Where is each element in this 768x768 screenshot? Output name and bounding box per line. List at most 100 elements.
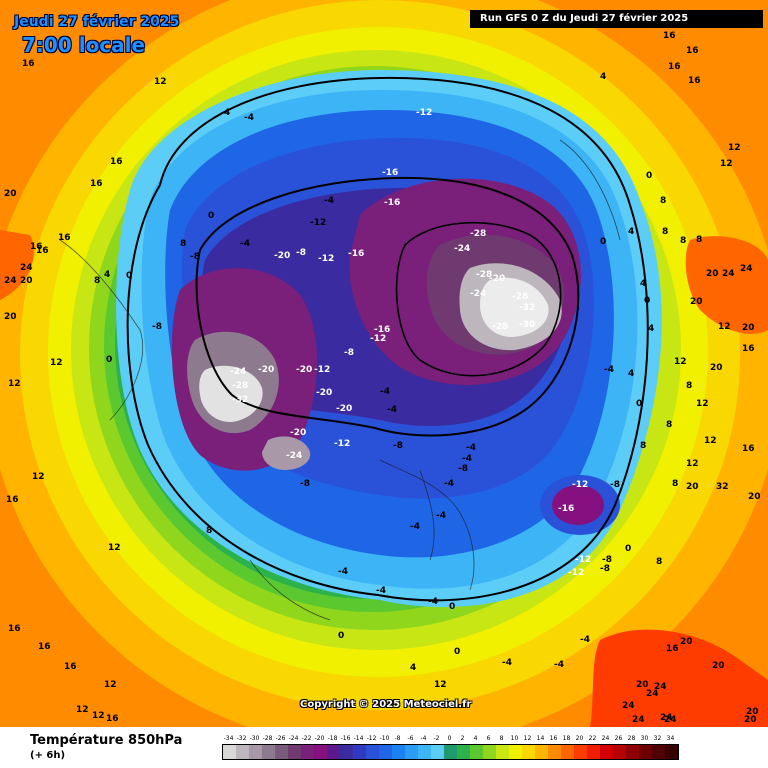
- legend-tick-label: 4: [473, 735, 478, 742]
- isotherm-label: 0: [454, 647, 461, 657]
- legend-tick-label: 10: [510, 735, 519, 742]
- legend-swatch: [392, 745, 405, 759]
- isotherm-label: -16: [384, 198, 401, 208]
- isotherm-label: 0: [600, 237, 607, 247]
- legend-tick-label: 30: [640, 735, 649, 742]
- legend-swatch: [223, 745, 236, 759]
- isotherm-label: 24: [622, 701, 635, 711]
- isotherm-label: -4: [324, 196, 334, 206]
- legend-tick-label: 20: [575, 735, 584, 742]
- isotherm-label: 12: [686, 459, 699, 469]
- isotherm-label: 24: [740, 264, 753, 274]
- legend-tick-label: -12: [366, 735, 377, 742]
- legend-swatch: [379, 745, 392, 759]
- isotherm-label: -16: [348, 249, 365, 259]
- isotherm-label: 0: [449, 602, 456, 612]
- legend-tick-label: -26: [275, 735, 286, 742]
- isotherm-label: 12: [696, 399, 709, 409]
- isotherm-label: 4: [648, 324, 655, 334]
- isotherm-label: -12: [370, 334, 387, 344]
- legend-tick-label: -10: [379, 735, 390, 742]
- isotherm-label: 20: [706, 269, 719, 279]
- isotherm-label: -4: [462, 454, 472, 464]
- legend-tick-label: -8: [394, 735, 401, 742]
- isotherm-label: 12: [704, 436, 717, 446]
- isotherm-label: 0: [208, 211, 215, 221]
- legend-swatch: [353, 745, 366, 759]
- isotherm-label: -20: [258, 365, 275, 375]
- isotherm-label: -4: [376, 586, 386, 596]
- isotherm-label: -32: [232, 395, 249, 405]
- isotherm-label: 24: [646, 689, 659, 699]
- isotherm-label: -4: [466, 443, 476, 453]
- isotherm-label: -20: [290, 428, 307, 438]
- legend-tick-label: -30: [249, 735, 260, 742]
- isotherm-label: -20: [316, 388, 333, 398]
- isotherm-label: 0: [338, 631, 345, 641]
- isotherm-label: 16: [663, 31, 676, 41]
- isotherm-label: 20: [4, 312, 17, 322]
- isotherm-label: 20: [712, 661, 725, 671]
- legend-tick-label: 14: [536, 735, 545, 742]
- legend-tick-label: -2: [433, 735, 440, 742]
- isotherm-label: -8: [152, 322, 162, 332]
- core-east-36: [480, 277, 549, 337]
- legend-tick-label: -16: [340, 735, 351, 742]
- isotherm-label: -12: [310, 218, 327, 228]
- isotherm-label: 12: [154, 77, 167, 87]
- isotherm-label: 16: [688, 76, 701, 86]
- isotherm-label: -20: [489, 274, 506, 284]
- warm-patch-east: [685, 236, 768, 334]
- isotherm-label: 16: [30, 242, 43, 252]
- isotherm-label: 8: [666, 420, 673, 430]
- forecast-date: Jeudi 27 février 2025: [14, 14, 180, 30]
- isotherm-label: -32: [519, 303, 536, 313]
- isotherm-label: 24: [20, 263, 33, 273]
- legend-tick-label: 12: [523, 735, 532, 742]
- isotherm-label: 32: [716, 482, 729, 492]
- legend-tick-label: 32: [653, 735, 662, 742]
- isotherm-label: 16: [22, 59, 35, 69]
- isotherm-label: -8: [190, 252, 200, 262]
- legend-swatch: [509, 745, 522, 759]
- isotherm-label: -8: [296, 248, 306, 258]
- isotherm-label: -8: [300, 479, 310, 489]
- legend-tick-label: -28: [262, 735, 273, 742]
- isotherm-label: 20: [686, 482, 699, 492]
- isotherm-label: -16: [374, 325, 391, 335]
- legend-swatch: [613, 745, 626, 759]
- legend-tick-label: 18: [562, 735, 571, 742]
- legend-swatch: [249, 745, 262, 759]
- isotherm-label: 0: [126, 271, 133, 281]
- isotherm-label: -4: [428, 597, 438, 607]
- legend-tick-label: 16: [549, 735, 558, 742]
- isotherm-label: 12: [32, 472, 45, 482]
- isotherm-label: 16: [8, 624, 21, 634]
- isotherm-label: -4: [338, 567, 348, 577]
- legend-swatch: [236, 745, 249, 759]
- isotherm-label: 20: [680, 637, 693, 647]
- isotherm-label: 16: [38, 642, 51, 652]
- isotherm-label: 8: [680, 236, 687, 246]
- legend-swatch: [405, 745, 418, 759]
- isotherm-label: 20: [636, 680, 649, 690]
- isotherm-label: 0: [636, 399, 643, 409]
- isotherm-label: 8: [656, 557, 663, 567]
- isotherm-label: 12: [674, 357, 687, 367]
- legend-tick-label: -22: [301, 735, 312, 742]
- legend-color-scale: [222, 744, 679, 760]
- isotherm-contour-0: [126, 76, 649, 602]
- isotherm-label: -4: [240, 239, 250, 249]
- isotherm-label: -28: [232, 381, 249, 391]
- isotherm-label: 8: [672, 479, 679, 489]
- isotherm-label: 4: [224, 108, 231, 118]
- legend-tick-label: -14: [353, 735, 364, 742]
- legend-tick-label: 26: [614, 735, 623, 742]
- isotherm-label: 24: [4, 276, 17, 286]
- isotherm-label: 4: [628, 227, 635, 237]
- isotherm-label: -24: [454, 244, 471, 254]
- isotherm-label: -20: [296, 365, 313, 375]
- warm-patch-west: [0, 230, 34, 300]
- legend-swatch: [470, 745, 483, 759]
- isotherm-label: -4: [410, 522, 420, 532]
